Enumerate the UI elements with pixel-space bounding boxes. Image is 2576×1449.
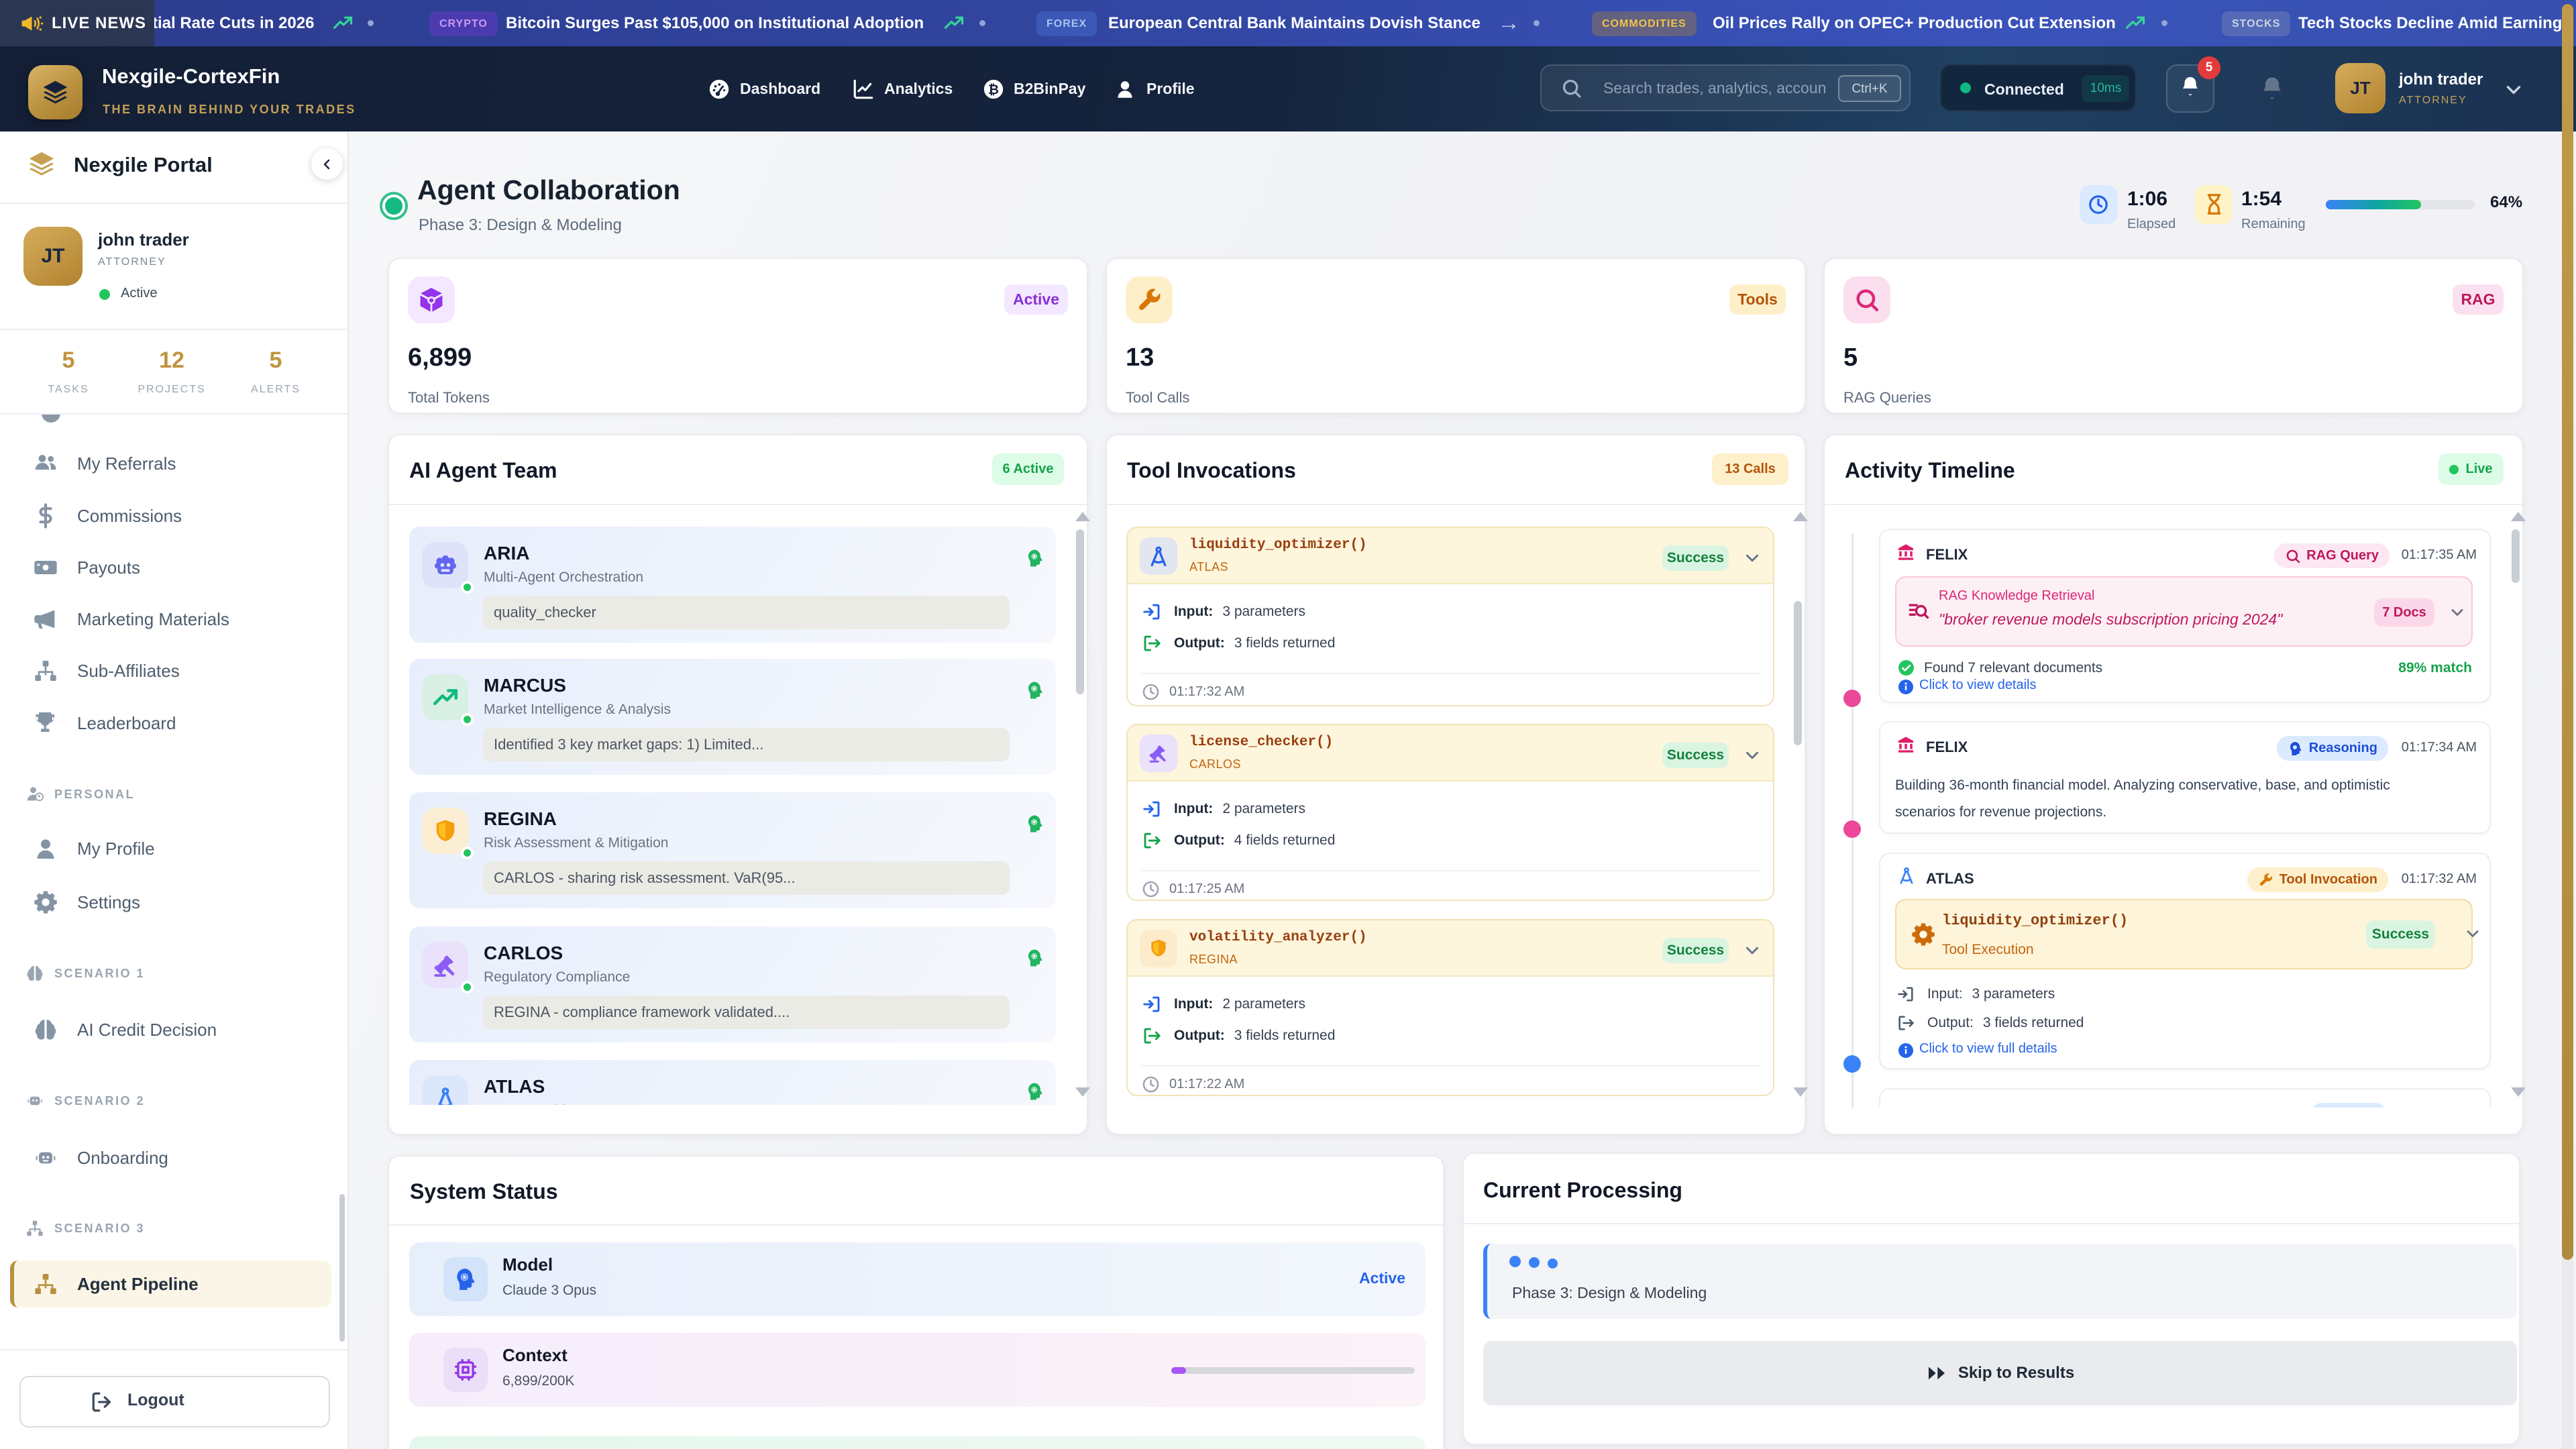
svg-text:₿: ₿ [988, 83, 999, 97]
